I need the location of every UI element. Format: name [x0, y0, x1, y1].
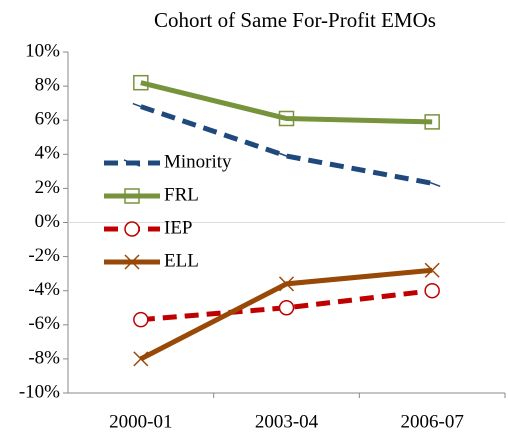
- legend-label: IEP: [164, 217, 193, 238]
- x-tick-label: 2000-01: [109, 411, 172, 432]
- legend-label: Minority: [164, 151, 232, 172]
- x-tick-label: 2003-04: [255, 411, 319, 432]
- y-tick-label: -2%: [28, 245, 60, 266]
- marker: [423, 179, 441, 187]
- marker: [132, 102, 150, 111]
- x-tick-label: 2006-07: [401, 411, 464, 432]
- marker: [133, 74, 149, 91]
- y-tick-label: 4%: [35, 143, 61, 164]
- series-line: [140, 80, 433, 125]
- y-tick-label: -4%: [28, 279, 60, 300]
- marker: [424, 262, 440, 278]
- chart-title: Cohort of Same For-Profit EMOs: [154, 8, 436, 32]
- marker: [424, 114, 440, 130]
- series-line: [140, 104, 433, 186]
- legend-marker: [123, 159, 141, 167]
- y-tick-label: 10%: [25, 40, 60, 61]
- marker: [278, 152, 295, 160]
- y-tick-label: 6%: [35, 109, 61, 130]
- legend-label: ELL: [164, 250, 199, 271]
- y-tick-label: -10%: [19, 381, 60, 402]
- y-tick-label: 0%: [35, 211, 61, 232]
- marker: [424, 282, 440, 299]
- marker: [133, 351, 149, 367]
- y-tick-label: 8%: [35, 74, 61, 95]
- legend-label: FRL: [164, 184, 199, 205]
- series-line: [140, 288, 433, 323]
- legend-marker: [124, 254, 140, 270]
- legend-marker: [124, 188, 140, 204]
- y-tick-label: -6%: [28, 313, 60, 334]
- legend-marker: [124, 221, 140, 237]
- marker: [278, 300, 295, 316]
- y-tick-label: 2%: [35, 177, 61, 198]
- marker: [278, 110, 295, 127]
- marker: [278, 276, 295, 292]
- marker: [133, 311, 149, 328]
- y-tick-label: -8%: [28, 347, 60, 368]
